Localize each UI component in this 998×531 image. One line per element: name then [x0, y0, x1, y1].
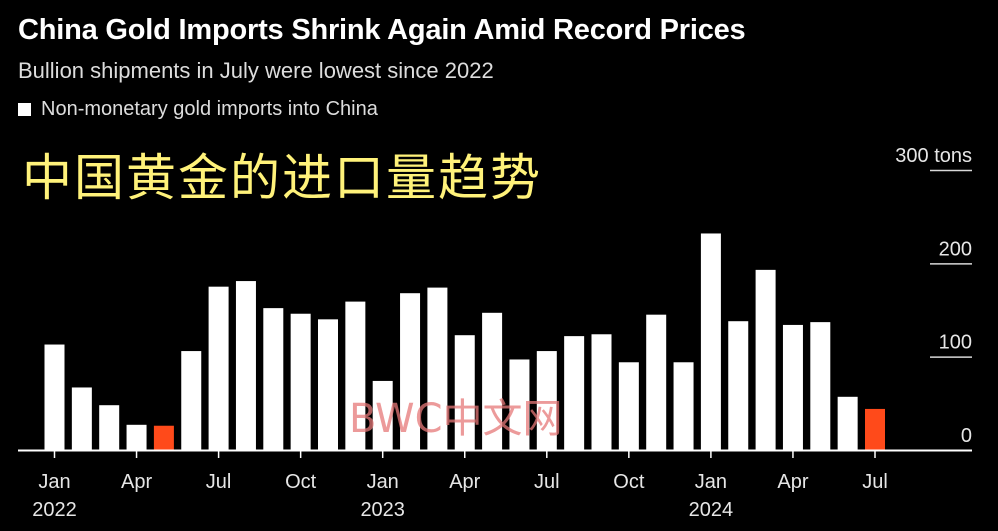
highlighted-bar	[865, 408, 885, 450]
y-tick-label: 0	[961, 425, 972, 447]
bar	[810, 322, 831, 450]
watermark: BWC中文网	[349, 396, 563, 442]
bar	[482, 312, 503, 450]
chinese-overlay-caption: 中国黄金的进口量趋势	[22, 149, 542, 207]
bar	[618, 362, 639, 450]
bar	[700, 233, 721, 450]
bar	[454, 335, 475, 450]
x-year-label: 2022	[32, 499, 77, 521]
x-tick-label: Jul	[862, 471, 888, 493]
bar	[564, 336, 585, 450]
legend-swatch	[18, 103, 31, 116]
bar	[318, 319, 338, 450]
bar	[71, 387, 92, 450]
y-tick-label: 300 tons	[895, 145, 972, 167]
x-tick-label: Jan	[38, 471, 70, 493]
bar	[837, 396, 858, 450]
legend: Non-monetary gold imports into China	[18, 98, 378, 121]
chart-title: China Gold Imports Shrink Again Amid Rec…	[18, 14, 746, 46]
x-tick-label: Apr	[121, 471, 152, 493]
bar	[673, 362, 694, 450]
bar	[208, 286, 229, 450]
bar	[235, 281, 256, 450]
bar	[44, 344, 65, 450]
bar	[263, 308, 284, 450]
bar	[536, 351, 557, 450]
x-tick-label: Jan	[367, 471, 399, 493]
bar	[181, 351, 202, 450]
x-tick-label: Jul	[534, 471, 560, 493]
x-tick-label: Jul	[206, 471, 232, 493]
y-tick-label: 100	[939, 332, 972, 354]
x-year-label: 2024	[689, 499, 734, 521]
bar	[400, 293, 421, 450]
x-tick-label: Apr	[449, 471, 480, 493]
bar	[591, 334, 612, 450]
bar	[782, 324, 803, 450]
legend-label: Non-monetary gold imports into China	[41, 98, 378, 120]
x-year-label: 2023	[360, 499, 405, 521]
bar	[290, 313, 311, 450]
bar	[372, 380, 393, 450]
x-tick-label: Oct	[285, 471, 317, 493]
bar	[427, 287, 448, 450]
bar	[99, 405, 120, 450]
chart-subtitle: Bullion shipments in July were lowest si…	[18, 58, 494, 83]
bar	[126, 424, 147, 450]
x-tick-label: Jan	[695, 471, 727, 493]
bar	[646, 314, 667, 450]
x-tick-label: Apr	[777, 471, 808, 493]
highlighted-bar	[153, 425, 174, 450]
bar	[755, 269, 776, 450]
x-tick-label: Oct	[613, 471, 645, 493]
bar	[509, 359, 530, 450]
y-tick-label: 200	[939, 238, 972, 260]
bar	[345, 301, 366, 450]
bar	[728, 321, 749, 450]
